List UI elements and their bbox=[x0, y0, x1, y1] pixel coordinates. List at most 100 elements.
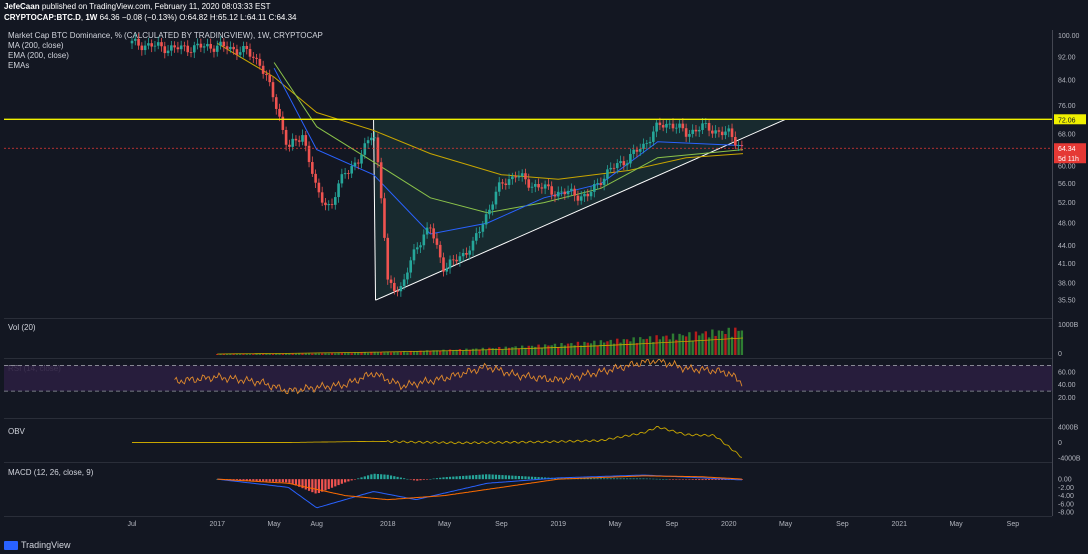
volume-bar bbox=[593, 340, 596, 355]
candle-body bbox=[511, 176, 514, 180]
volume-bar bbox=[402, 351, 406, 355]
volume-bar bbox=[655, 335, 658, 355]
rsi-tick-label-0: 60.00 bbox=[1058, 369, 1076, 376]
volume-bar bbox=[268, 353, 271, 355]
volume-bar bbox=[245, 353, 248, 355]
volume-bar bbox=[412, 351, 416, 355]
candle-body bbox=[402, 279, 406, 287]
candle-body bbox=[602, 178, 606, 185]
countdown-label: 5d 11h bbox=[1058, 156, 1079, 163]
volume-bar bbox=[370, 352, 373, 355]
symbol: CRYPTOCAP:BTC.D bbox=[4, 13, 81, 22]
macd-histogram-bar bbox=[622, 478, 625, 480]
macd-histogram-bar bbox=[583, 478, 586, 480]
macd-histogram-bar bbox=[481, 474, 484, 480]
macd-histogram-bar bbox=[242, 479, 245, 481]
candle-body bbox=[422, 234, 426, 246]
candle-body bbox=[373, 137, 376, 139]
candle-body bbox=[445, 268, 449, 272]
volume-bar bbox=[458, 349, 462, 355]
volume-bar bbox=[481, 347, 485, 355]
macd-histogram-bar bbox=[494, 474, 498, 480]
macd-histogram-bar bbox=[373, 473, 376, 480]
price-tick-label-0: 100.00 bbox=[1058, 33, 1080, 40]
macd-histogram-bar bbox=[655, 478, 658, 480]
candle-body bbox=[478, 231, 481, 234]
volume-bar bbox=[337, 352, 340, 355]
volume-bar bbox=[501, 349, 504, 355]
macd-histogram-bar bbox=[704, 479, 707, 481]
legend-ma: MA (200, close) bbox=[8, 41, 64, 50]
candle-body bbox=[494, 191, 498, 205]
macd-tick-label-2: -4.00 bbox=[1058, 493, 1074, 500]
timeframe: 1W bbox=[85, 13, 98, 22]
volume-bar bbox=[442, 349, 445, 355]
candle-body bbox=[333, 197, 337, 205]
macd-tick-label-0: 0.00 bbox=[1058, 477, 1072, 484]
time-tick-label-10: 2020 bbox=[721, 521, 737, 528]
candle-body bbox=[619, 161, 622, 164]
volume-bar bbox=[452, 349, 455, 355]
triangle-left-edge bbox=[373, 119, 377, 301]
volume-bar bbox=[219, 353, 222, 355]
volume-bar bbox=[550, 345, 553, 355]
symbol-line: CRYPTOCAP:BTC.D, 1W 64.36 −0.08 (−0.13%)… bbox=[4, 13, 297, 22]
volume-bar bbox=[507, 347, 511, 355]
macd-histogram-bar bbox=[360, 477, 363, 480]
candle-body bbox=[507, 179, 511, 185]
candle-body bbox=[281, 116, 285, 130]
macd-histogram-bar bbox=[452, 476, 455, 480]
macd-histogram-bar bbox=[321, 479, 324, 492]
macd-histogram-bar bbox=[645, 478, 648, 480]
volume-bar bbox=[363, 352, 366, 355]
volume-bar bbox=[406, 352, 409, 355]
macd-histogram-bar bbox=[396, 476, 399, 480]
volume-bar bbox=[320, 353, 324, 355]
candle-body bbox=[261, 65, 265, 74]
time-tick-label-11: May bbox=[779, 521, 793, 528]
volume-bar bbox=[327, 353, 330, 355]
candle-body bbox=[648, 141, 652, 144]
macd-histogram-bar bbox=[271, 479, 275, 482]
candle-body bbox=[724, 131, 727, 136]
macd-histogram-bar bbox=[314, 479, 317, 494]
macd-histogram-bar bbox=[301, 479, 304, 489]
macd-histogram-bar bbox=[216, 479, 219, 480]
volume-bar bbox=[350, 353, 353, 355]
candle-body bbox=[409, 260, 413, 273]
volume-bar bbox=[304, 353, 307, 355]
volume-bar bbox=[622, 339, 626, 355]
obv-tick-label-0: 4000B bbox=[1058, 424, 1079, 431]
time-tick-label-0: Jul bbox=[128, 521, 137, 528]
macd-histogram-bar bbox=[629, 478, 632, 480]
candle-body bbox=[376, 137, 380, 163]
legend-emas: EMAs bbox=[8, 61, 30, 70]
volume-bar bbox=[671, 333, 675, 355]
candle-body bbox=[192, 45, 196, 53]
volume-bar bbox=[635, 343, 639, 355]
macd-histogram-bar bbox=[603, 478, 606, 480]
candle-body bbox=[291, 138, 294, 147]
price-tick-label-10: 44.00 bbox=[1058, 243, 1076, 250]
candle-body bbox=[655, 122, 658, 132]
author-name: JefeCaan bbox=[4, 2, 40, 11]
volume-bar bbox=[491, 348, 494, 355]
price-tick-label-1: 92.00 bbox=[1058, 54, 1076, 61]
macd-histogram-bar bbox=[491, 474, 494, 480]
volume-bar bbox=[340, 352, 344, 355]
candle-body bbox=[307, 145, 311, 163]
candle-body bbox=[199, 43, 203, 48]
macd-histogram-bar bbox=[652, 478, 655, 480]
time-tick-label-8: May bbox=[608, 521, 622, 528]
candle-body bbox=[265, 73, 268, 76]
macd-histogram-bar bbox=[399, 477, 402, 480]
candle-body bbox=[711, 130, 714, 134]
candle-body bbox=[153, 45, 157, 47]
candle-body bbox=[452, 259, 455, 261]
volume-bar bbox=[278, 353, 281, 355]
candle-body bbox=[386, 237, 390, 280]
macd-histogram-bar bbox=[468, 475, 471, 480]
candle-body bbox=[255, 57, 258, 59]
candle-body bbox=[488, 209, 491, 215]
